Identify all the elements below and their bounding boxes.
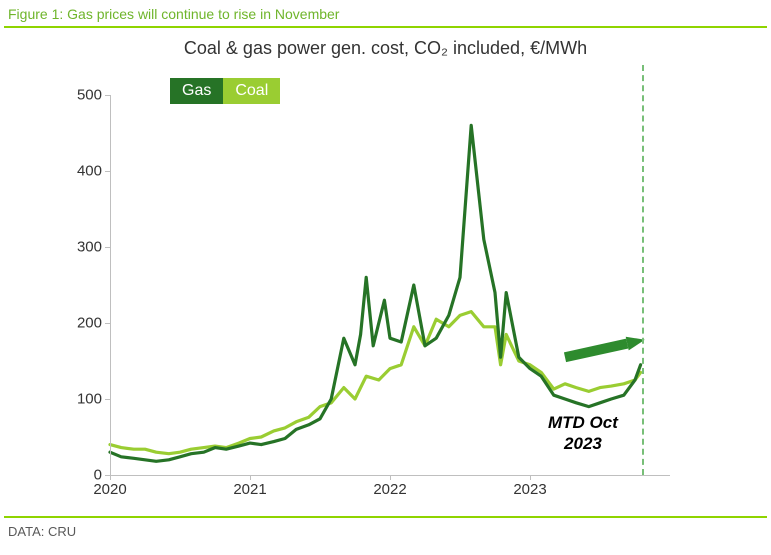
annotation-line1: MTD Oct bbox=[548, 413, 618, 433]
trend-arrow-shaft bbox=[565, 344, 627, 358]
rule-top bbox=[4, 26, 767, 28]
annotation-mtd: MTD Oct2023 bbox=[548, 413, 618, 454]
rule-bottom bbox=[4, 516, 767, 518]
vline-mtd bbox=[642, 65, 644, 475]
figure-caption: Figure 1: Gas prices will continue to ri… bbox=[8, 6, 339, 22]
chart-area: 01002003004005002020202120222023MTD Oct2… bbox=[110, 95, 670, 475]
series-gas bbox=[110, 125, 641, 461]
x-axis bbox=[110, 475, 670, 476]
data-source: DATA: CRU bbox=[8, 524, 76, 539]
annotation-line2: 2023 bbox=[548, 434, 618, 454]
y-axis bbox=[110, 95, 111, 475]
chart-title: Coal & gas power gen. cost, CO₂ included… bbox=[0, 38, 771, 59]
